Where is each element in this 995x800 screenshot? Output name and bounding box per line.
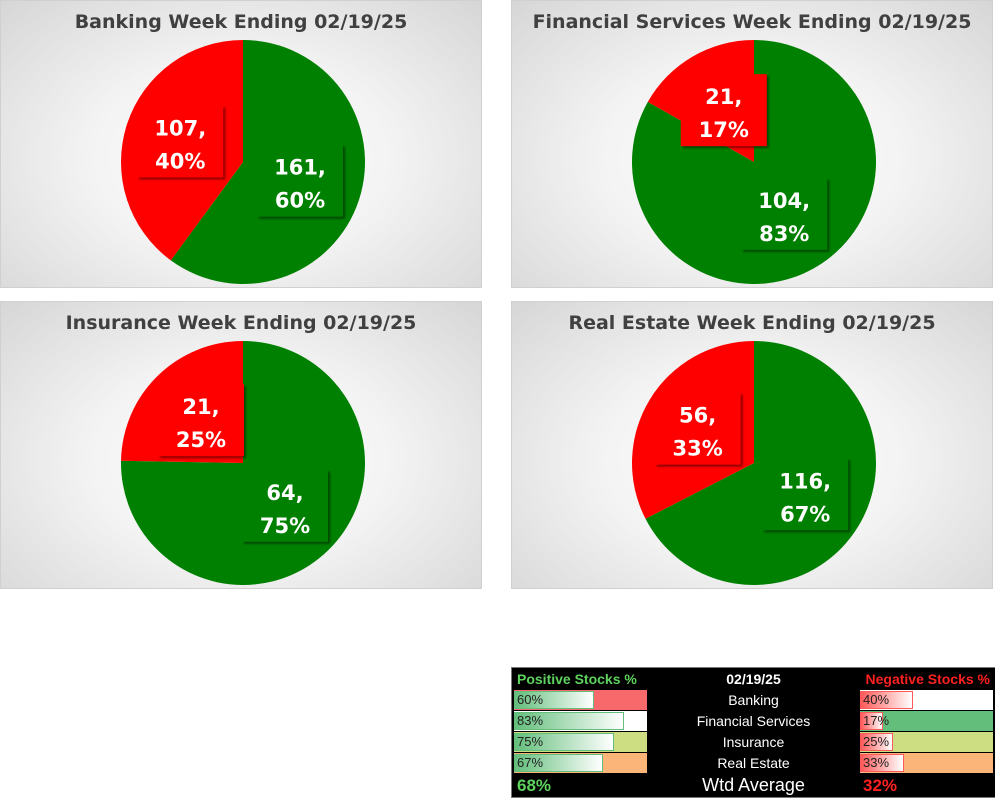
real-estate-pie-chart: 56,33%116,67% (632, 341, 876, 585)
positive-value: 67% (517, 755, 544, 770)
data-label-negative: 21,17% (680, 74, 767, 147)
svg-text:56,: 56, (679, 404, 716, 428)
svg-text:161,: 161, (274, 156, 326, 180)
summary-table: Positive Stocks % 02/19/25 Negative Stoc… (511, 667, 995, 798)
banking-pie-panel: Banking Week Ending 02/19/25 107, 40% 161,… (0, 0, 482, 288)
svg-text:60%: 60% (275, 189, 325, 213)
negative-bar (860, 712, 883, 730)
svg-text:67%: 67% (780, 502, 830, 526)
positive-bar (514, 712, 625, 730)
negative-bar (860, 733, 894, 751)
svg-text:25%: 25% (176, 428, 226, 452)
banking-pie-chart: 107, 40% 161, 60% (121, 39, 365, 285)
positive-value: 83% (517, 713, 544, 728)
table-row: 60% Banking 40% (512, 690, 995, 710)
negative-cell: 40% (860, 690, 993, 710)
negative-cell: 25% (860, 732, 993, 752)
data-label-positive: 64,75% (242, 469, 329, 542)
negative-bar (860, 754, 904, 772)
svg-text:107,: 107, (154, 116, 206, 140)
chart-title: Banking Week Ending 02/19/25 (74, 11, 408, 33)
positive-header: Positive Stocks % (517, 671, 637, 687)
svg-text:75%: 75% (260, 514, 310, 538)
negative-value: 40% (863, 692, 890, 707)
negative-value: 25% (863, 734, 890, 749)
svg-text:40%: 40% (155, 149, 205, 173)
real-estate-pie-panel: Real Estate Week Ending 02/19/25 56, 33% 1… (511, 301, 993, 589)
positive-cell: 60% (514, 690, 647, 710)
positive-bar (514, 691, 594, 709)
weighted-average-positive: 68% (517, 776, 552, 795)
data-label-negative: 107, 40% (137, 105, 224, 178)
positive-bar (514, 733, 614, 751)
negative-value: 33% (863, 755, 890, 770)
chart-title: Real Estate Week Ending 02/19/25 (568, 312, 936, 334)
weighted-average-negative: 32% (863, 776, 898, 795)
positive-cell: 83% (514, 711, 647, 731)
positive-bar (514, 754, 604, 772)
financial-services-pie-chart: 21,17%104,83% (632, 39, 876, 284)
table-row: 83% Financial Services 17% (512, 711, 995, 731)
date-header: 02/19/25 (726, 671, 781, 687)
negative-cell: 17% (860, 711, 993, 731)
table-row: 75% Insurance 25% (512, 732, 995, 752)
row-name: Insurance (722, 734, 785, 750)
svg-text:21,: 21, (182, 395, 219, 419)
svg-text:17%: 17% (699, 118, 749, 142)
positive-cell: 67% (514, 753, 647, 773)
positive-cell: 75% (514, 732, 647, 752)
data-label-positive: 116, 67% (762, 458, 849, 531)
svg-text:21,: 21, (705, 85, 742, 109)
data-label-positive: 104, 83% (741, 177, 828, 250)
positive-value: 60% (517, 692, 544, 707)
data-label-negative: 21,25% (157, 384, 244, 457)
table-row: 67% Real Estate 33% (512, 753, 995, 773)
insurance-pie-panel: Insurance Week Ending 02/19/25 21, 25% 64,… (0, 301, 482, 589)
row-name: Banking (728, 692, 779, 708)
insurance-pie-chart: 21,25%64,75% (121, 341, 365, 585)
svg-text:64,: 64, (266, 481, 303, 505)
negative-header: Negative Stocks % (865, 671, 991, 687)
data-label-positive: 161, 60% (257, 144, 344, 217)
svg-text:116,: 116, (779, 469, 831, 493)
negative-bar (860, 691, 914, 709)
financial-services-pie-panel: Financial Services Week Ending 02/19/25 … (511, 0, 993, 288)
positive-value: 75% (517, 734, 544, 749)
svg-text:104,: 104, (758, 189, 810, 213)
chart-title: Financial Services Week Ending 02/19/25 (532, 11, 972, 33)
row-name: Real Estate (717, 755, 790, 771)
weighted-average-label: Wtd Average (702, 775, 805, 795)
row-name: Financial Services (696, 713, 811, 729)
svg-text:83%: 83% (759, 222, 809, 246)
chart-title: Insurance Week Ending 02/19/25 (65, 312, 417, 334)
negative-value: 17% (863, 713, 890, 728)
svg-text:33%: 33% (673, 437, 723, 461)
data-label-negative: 56,33% (654, 392, 741, 465)
negative-cell: 33% (860, 753, 993, 773)
